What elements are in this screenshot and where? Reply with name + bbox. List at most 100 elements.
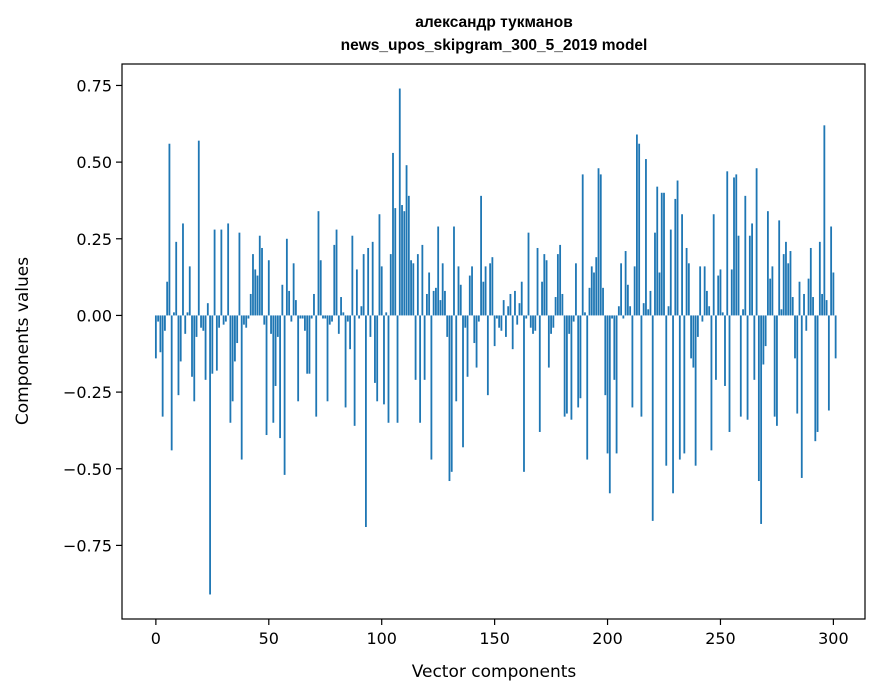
bar bbox=[647, 309, 650, 316]
bar bbox=[335, 229, 338, 316]
bar bbox=[206, 303, 209, 316]
bar bbox=[640, 315, 643, 417]
bar bbox=[441, 263, 444, 316]
bar bbox=[511, 315, 514, 350]
bar bbox=[563, 315, 566, 417]
bar bbox=[389, 254, 392, 316]
bar bbox=[798, 281, 801, 316]
bar bbox=[290, 315, 293, 322]
bar bbox=[778, 220, 781, 316]
bar bbox=[299, 315, 302, 319]
bar bbox=[762, 315, 765, 365]
bar bbox=[265, 315, 268, 436]
bar bbox=[477, 315, 480, 322]
bar bbox=[586, 315, 589, 460]
bar bbox=[658, 272, 661, 316]
chart-subtitle: news_upos_skipgram_300_5_2019 model bbox=[341, 37, 648, 54]
bar bbox=[385, 312, 388, 316]
bar bbox=[285, 238, 288, 316]
bar bbox=[721, 312, 724, 316]
bar bbox=[642, 303, 645, 316]
bar bbox=[466, 315, 469, 377]
bar bbox=[724, 315, 726, 386]
bar bbox=[254, 269, 257, 316]
bar bbox=[247, 315, 250, 319]
bar bbox=[796, 315, 799, 414]
bar bbox=[706, 290, 708, 316]
bar bbox=[195, 315, 198, 337]
bar bbox=[617, 306, 620, 316]
bar bbox=[412, 263, 415, 316]
bar bbox=[154, 315, 157, 359]
bar bbox=[209, 315, 211, 595]
bar bbox=[281, 284, 284, 316]
bar bbox=[572, 315, 575, 322]
bar bbox=[766, 211, 769, 316]
bar bbox=[502, 300, 505, 316]
bar bbox=[453, 226, 455, 316]
bar bbox=[184, 315, 187, 334]
bar bbox=[748, 235, 751, 316]
bar bbox=[383, 315, 385, 405]
bar bbox=[322, 315, 324, 319]
bar bbox=[457, 266, 460, 316]
bar bbox=[333, 244, 336, 316]
bar bbox=[471, 266, 473, 316]
bar bbox=[687, 263, 690, 316]
bar bbox=[204, 315, 207, 380]
bar bbox=[360, 306, 363, 316]
bar bbox=[649, 290, 652, 316]
bar bbox=[606, 315, 609, 454]
bar bbox=[529, 315, 532, 328]
bar bbox=[486, 315, 489, 396]
bar bbox=[193, 315, 196, 402]
bar bbox=[245, 315, 248, 328]
bar bbox=[376, 315, 379, 402]
bar bbox=[651, 315, 654, 521]
bar bbox=[803, 293, 805, 316]
bar bbox=[159, 315, 162, 353]
bar bbox=[166, 281, 169, 316]
bar bbox=[396, 315, 399, 423]
bar bbox=[543, 254, 546, 316]
bar bbox=[818, 241, 821, 316]
bar bbox=[480, 195, 482, 316]
bar bbox=[556, 254, 559, 316]
bar bbox=[292, 263, 295, 316]
bar bbox=[746, 315, 749, 420]
bar bbox=[561, 293, 564, 316]
bar bbox=[191, 315, 193, 377]
bar bbox=[224, 315, 227, 322]
bar bbox=[719, 269, 722, 316]
bar bbox=[547, 315, 550, 368]
bar bbox=[751, 223, 753, 316]
bar bbox=[581, 174, 584, 316]
bar bbox=[423, 315, 426, 380]
bar bbox=[593, 272, 595, 316]
bar bbox=[344, 315, 347, 408]
y-tick-label: −0.75 bbox=[63, 536, 112, 555]
bar bbox=[509, 293, 512, 316]
bar bbox=[256, 275, 259, 316]
bar bbox=[435, 287, 437, 316]
bar bbox=[536, 247, 539, 316]
bar bbox=[234, 315, 236, 362]
bar bbox=[622, 315, 625, 319]
bar bbox=[229, 315, 232, 423]
bar bbox=[428, 272, 431, 316]
bar bbox=[615, 315, 618, 454]
bar bbox=[222, 315, 225, 325]
bar bbox=[552, 315, 555, 328]
bar bbox=[464, 315, 467, 328]
y-tick-label: −0.25 bbox=[63, 383, 112, 402]
bar bbox=[462, 315, 464, 448]
bar bbox=[276, 315, 279, 337]
x-tick-label: 50 bbox=[259, 629, 279, 648]
bar bbox=[279, 315, 281, 439]
bar bbox=[776, 315, 778, 426]
bar bbox=[579, 315, 582, 399]
bar bbox=[365, 315, 367, 528]
bar bbox=[355, 269, 358, 316]
bar bbox=[468, 275, 471, 316]
